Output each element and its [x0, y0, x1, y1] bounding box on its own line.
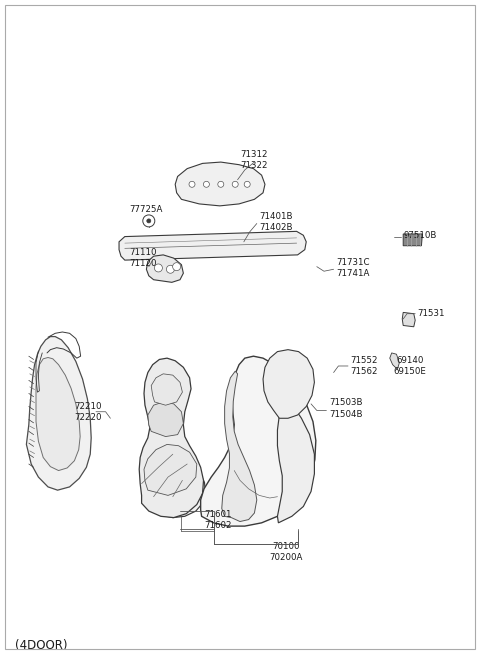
Circle shape — [218, 181, 224, 187]
Text: 71110
71120: 71110 71120 — [130, 248, 157, 268]
Circle shape — [204, 181, 209, 187]
Text: 71552
71562: 71552 71562 — [350, 356, 378, 376]
Circle shape — [143, 215, 155, 227]
Polygon shape — [26, 337, 91, 490]
Text: 69140
69150E: 69140 69150E — [394, 356, 426, 376]
Circle shape — [232, 181, 238, 187]
Text: 71601
71602: 71601 71602 — [204, 510, 232, 530]
Polygon shape — [403, 234, 422, 246]
Text: 71401B
71402B: 71401B 71402B — [259, 212, 293, 233]
Polygon shape — [175, 162, 265, 206]
Text: 71731C
71741A: 71731C 71741A — [336, 258, 370, 278]
Circle shape — [155, 264, 162, 272]
Polygon shape — [277, 400, 314, 523]
Polygon shape — [151, 374, 182, 405]
Polygon shape — [222, 371, 257, 521]
Text: 70100
70200A: 70100 70200A — [269, 542, 302, 562]
Polygon shape — [144, 459, 205, 517]
Polygon shape — [201, 356, 316, 526]
Polygon shape — [402, 312, 415, 327]
Polygon shape — [36, 358, 80, 470]
Polygon shape — [263, 350, 314, 419]
Text: 72210
72220: 72210 72220 — [74, 402, 102, 422]
Polygon shape — [139, 358, 204, 517]
Circle shape — [147, 219, 151, 223]
Text: 71531: 71531 — [418, 309, 445, 318]
Text: 71503B
71504B: 71503B 71504B — [329, 398, 362, 419]
Circle shape — [189, 181, 195, 187]
Text: 77725A: 77725A — [130, 204, 163, 214]
Text: 71312
71322: 71312 71322 — [240, 150, 268, 170]
Polygon shape — [146, 255, 183, 282]
Polygon shape — [119, 231, 306, 260]
Polygon shape — [148, 402, 183, 437]
Circle shape — [167, 265, 174, 273]
Text: (4DOOR): (4DOOR) — [15, 639, 68, 652]
Text: 97510B: 97510B — [403, 231, 437, 240]
Circle shape — [173, 263, 180, 271]
Polygon shape — [390, 353, 399, 369]
Polygon shape — [144, 444, 197, 495]
Polygon shape — [151, 465, 197, 510]
Circle shape — [244, 181, 250, 187]
